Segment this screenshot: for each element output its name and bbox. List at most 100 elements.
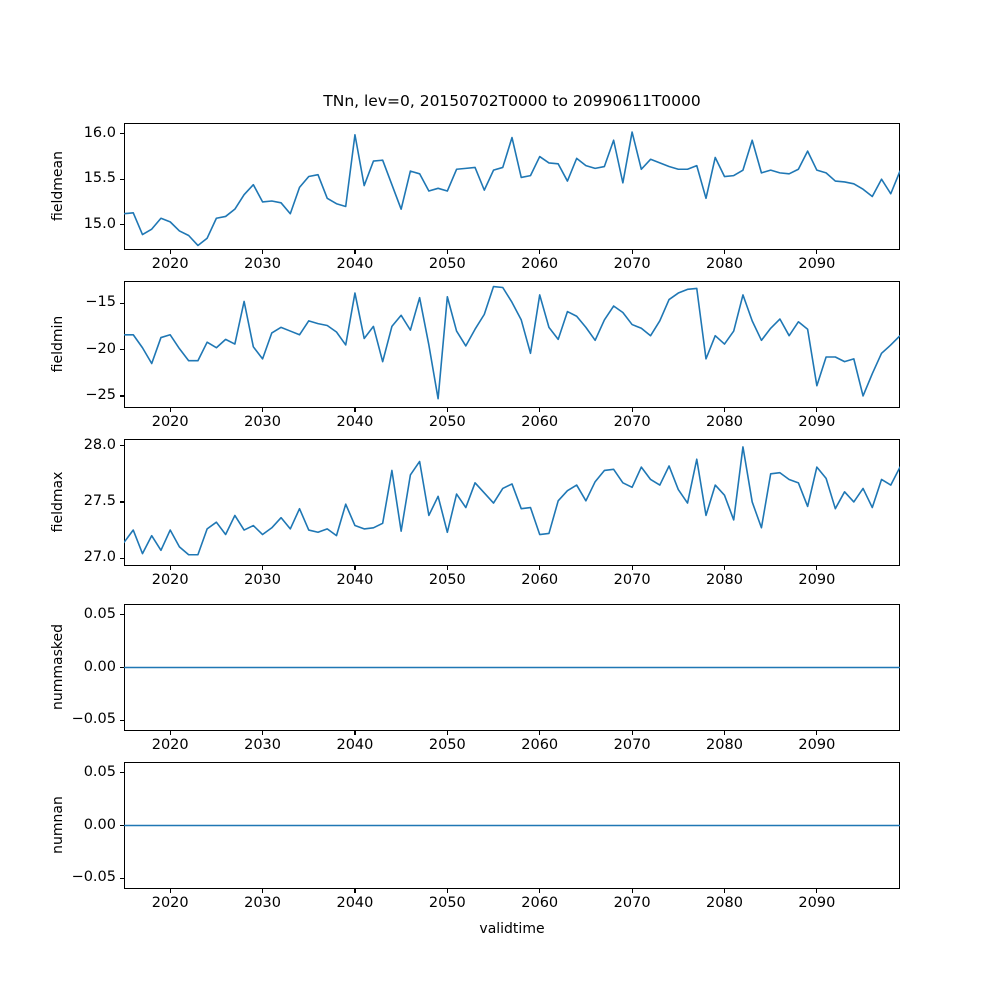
y-tick-label: −25 — [85, 386, 116, 403]
y-tick-mark — [120, 557, 124, 559]
x-tick-mark — [723, 731, 726, 735]
x-tick-label: 2060 — [521, 737, 559, 753]
x-tick-label: 2080 — [706, 414, 743, 430]
x-tick-mark — [631, 889, 633, 893]
y-tick-label: 15.5 — [83, 170, 116, 187]
x-tick-mark — [816, 408, 818, 412]
y-axis-label-numnan: numnan — [50, 795, 66, 854]
x-tick-mark — [446, 250, 448, 254]
x-tick-label: 2070 — [613, 572, 651, 588]
y-axis-label-nummasked: nummasked — [50, 623, 66, 710]
y-tick-label: 0.00 — [83, 658, 116, 675]
x-tick-label: 2030 — [244, 256, 282, 272]
x-tick-mark — [354, 889, 356, 893]
x-tick-label: 2040 — [336, 572, 374, 588]
x-tick-mark — [631, 566, 633, 570]
data-line-fieldmax — [124, 439, 900, 566]
x-tick-label: 2040 — [336, 414, 374, 430]
x-tick-mark — [262, 250, 264, 254]
x-tick-label: 2030 — [244, 895, 282, 911]
y-axis-label-fieldmax: fieldmax — [50, 471, 66, 532]
x-tick-label: 2050 — [428, 737, 466, 753]
y-tick-label: 27.0 — [83, 549, 116, 566]
x-tick-mark — [816, 566, 818, 570]
plot-panel-fieldmin: −25 −20 −15 2020 2030 2040 2050 2060 2070 2080 209… — [50, 281, 900, 429]
data-line-fieldmean — [124, 123, 900, 250]
axes-frame — [124, 439, 900, 566]
x-tick-label: 2090 — [798, 414, 836, 430]
y-tick-label: −20 — [85, 340, 116, 357]
x-tick-label: 2080 — [706, 737, 743, 753]
x-tick-mark — [631, 408, 633, 412]
x-tick-label: 2070 — [613, 256, 651, 272]
x-tick-label: 2050 — [428, 895, 466, 911]
y-axis-label-fieldmin: fieldmin — [50, 315, 66, 372]
x-tick-label: 2020 — [151, 737, 189, 753]
y-tick-label: 0.05 — [83, 605, 116, 622]
plot-panel-numnan: −0.05 0.00 0.05 2020 2030 2040 2050 2060 2070 208… — [50, 762, 900, 910]
x-tick-mark — [723, 408, 726, 412]
y-tick-mark — [120, 877, 124, 879]
x-tick-label: 2060 — [521, 895, 559, 911]
x-tick-mark — [539, 408, 541, 412]
x-tick-label: 2090 — [798, 737, 836, 753]
x-tick-label: 2070 — [613, 895, 651, 911]
x-tick-label: 2090 — [798, 572, 836, 588]
y-tick-mark — [120, 178, 124, 180]
x-tick-label: 2040 — [336, 895, 374, 911]
y-tick-mark — [120, 825, 124, 827]
y-tick-label: 15.0 — [83, 215, 116, 232]
x-tick-label: 2020 — [151, 414, 189, 430]
x-tick-label: 2020 — [151, 895, 189, 911]
data-line-nummasked — [124, 604, 900, 731]
y-tick-label: 0.00 — [83, 816, 116, 833]
data-line-numnan — [124, 762, 900, 889]
x-tick-label: 2070 — [613, 737, 651, 753]
x-tick-mark — [262, 566, 264, 570]
x-tick-mark — [446, 566, 448, 570]
x-tick-mark — [446, 731, 448, 735]
y-tick-mark — [120, 772, 124, 774]
x-tick-mark — [169, 566, 171, 570]
y-tick-mark — [120, 667, 124, 669]
x-tick-label: 2050 — [428, 572, 466, 588]
x-tick-mark — [539, 889, 541, 893]
y-tick-mark — [120, 224, 124, 226]
x-tick-label: 2050 — [428, 414, 466, 430]
y-tick-mark — [120, 614, 124, 616]
plot-panel-fieldmean: 15.0 15.5 16.0 2020 2030 2040 2050 2060 2070 2080… — [50, 123, 900, 271]
y-tick-label: 16.0 — [83, 124, 116, 141]
x-tick-mark — [262, 408, 264, 412]
x-tick-label: 2040 — [336, 256, 374, 272]
x-tick-mark — [169, 408, 171, 412]
x-tick-mark — [539, 731, 541, 735]
x-tick-label: 2030 — [244, 572, 282, 588]
y-tick-mark — [120, 395, 124, 397]
axes-frame — [124, 123, 900, 250]
x-tick-label: 2030 — [244, 414, 282, 430]
x-tick-label: 2090 — [798, 895, 836, 911]
x-tick-mark — [354, 250, 356, 254]
y-tick-label: −0.05 — [71, 711, 116, 728]
x-tick-label: 2060 — [521, 256, 559, 272]
x-tick-mark — [631, 731, 633, 735]
x-tick-label: 2080 — [706, 895, 743, 911]
x-tick-label: 2070 — [613, 414, 651, 430]
x-tick-mark — [354, 566, 356, 570]
x-tick-label: 2020 — [151, 572, 189, 588]
x-tick-mark — [723, 889, 726, 893]
x-tick-mark — [816, 889, 818, 893]
x-tick-mark — [354, 731, 356, 735]
x-axis-label: validtime — [479, 921, 545, 937]
y-tick-label: 28.0 — [83, 436, 116, 453]
x-tick-label: 2060 — [521, 414, 559, 430]
x-tick-mark — [354, 408, 356, 412]
x-tick-mark — [169, 731, 171, 735]
plot-panel-fieldmax: 27.0 27.5 28.0 2020 2030 2040 2050 2060 2070 2080… — [50, 438, 900, 587]
x-tick-label: 2080 — [706, 572, 743, 588]
x-tick-label: 2020 — [151, 256, 189, 272]
y-tick-mark — [120, 349, 124, 351]
x-tick-mark — [262, 889, 264, 893]
data-line-fieldmin — [124, 281, 900, 408]
y-axis-label-fieldmean: fieldmean — [50, 150, 66, 221]
